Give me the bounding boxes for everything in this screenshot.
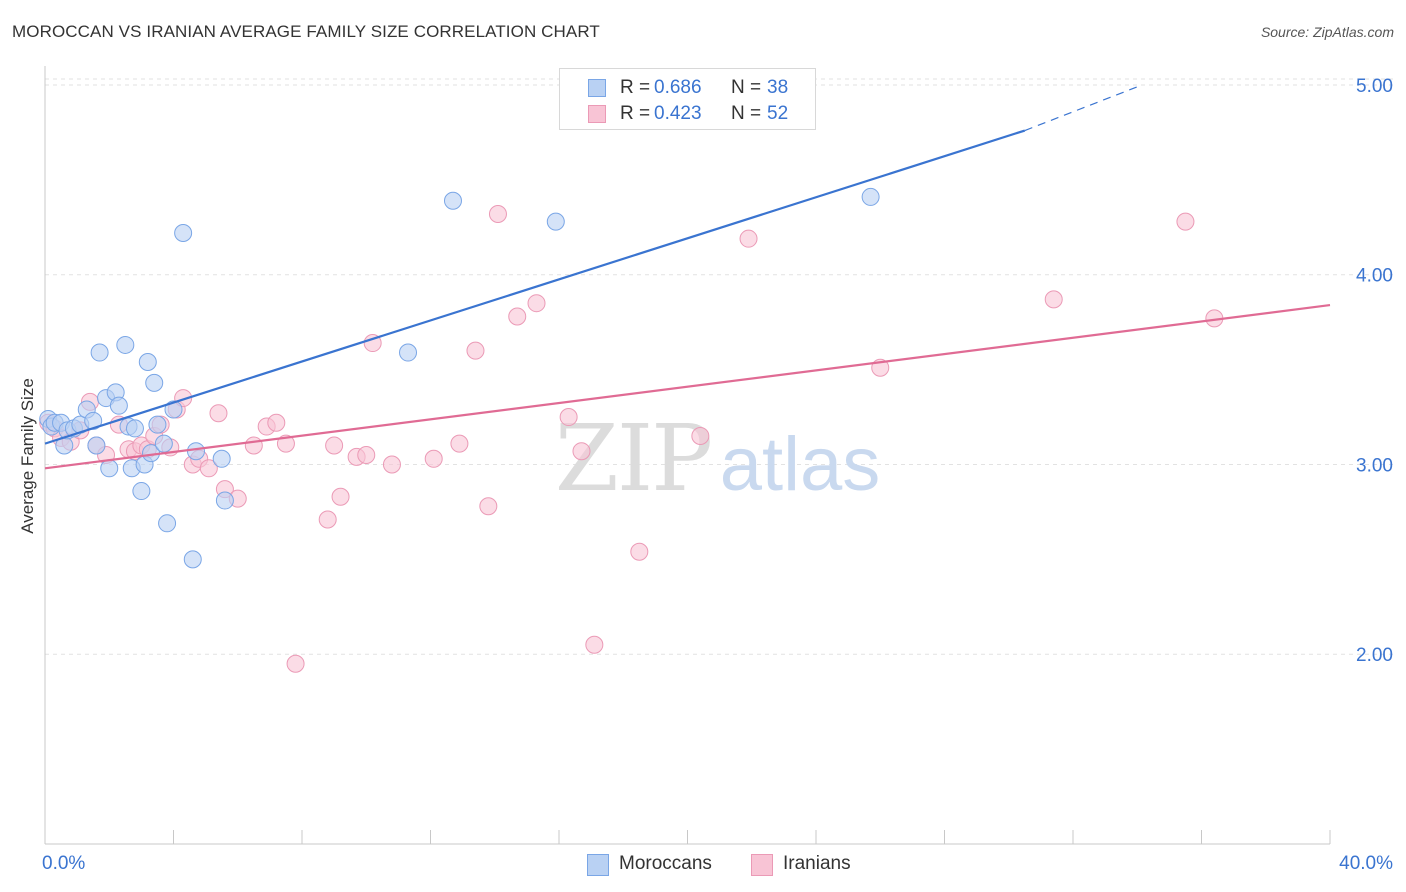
bottom-legend-swatch-moroccans [587, 854, 609, 876]
moroccan-point [154, 434, 173, 453]
moroccan-point [138, 353, 157, 372]
moroccan-point [546, 212, 565, 231]
moroccan-point [100, 459, 119, 478]
iranian-point [572, 442, 591, 461]
iranian-point [357, 446, 376, 464]
iranian-point [630, 542, 649, 561]
legend-n-value-moroccans: 38 [767, 77, 789, 98]
legend-n-label: N = [731, 103, 762, 124]
bottom-legend-label-iranians: Iranians [783, 853, 851, 874]
iranian-point [466, 341, 485, 360]
iranian-point [479, 497, 498, 516]
trend-lines [44, 86, 1331, 470]
iranian-point [739, 229, 758, 248]
iranians-points [39, 205, 1224, 673]
iranian-point [286, 654, 305, 673]
watermark: ZIP atlas [555, 405, 880, 512]
iranians-trend-line [44, 304, 1331, 470]
moroccan-point [90, 343, 109, 362]
y-tick-label: 2.00 [1356, 645, 1393, 666]
legend-r-label: R = [620, 77, 651, 98]
iranian-point [508, 307, 527, 326]
iranian-point [244, 436, 263, 455]
moroccan-point [215, 491, 234, 510]
legend-r-label: R = [620, 103, 651, 124]
y-tick-label: 3.00 [1356, 455, 1393, 476]
moroccan-point [443, 191, 462, 210]
moroccan-point [399, 343, 418, 362]
iranian-point [488, 205, 507, 224]
iranian-point [209, 404, 228, 423]
moroccan-point [186, 442, 205, 461]
iranian-point [585, 635, 604, 654]
moroccans-trend-extension [1024, 86, 1138, 132]
y-tick-label: 4.00 [1356, 266, 1393, 287]
x-tick-label: 0.0% [42, 853, 85, 874]
moroccans-trend-line [44, 129, 1026, 445]
gridlines [45, 78, 1393, 655]
iranian-point [267, 413, 286, 432]
moroccan-point [148, 415, 167, 434]
iranian-point [450, 434, 469, 453]
legend-swatch-moroccans [588, 79, 606, 97]
legend-swatch-iranians [588, 105, 606, 123]
moroccan-point [212, 449, 231, 468]
legend-n-label: N = [731, 77, 762, 98]
iranian-point [1176, 212, 1195, 231]
moroccan-point [132, 482, 151, 501]
y-tick-label: 5.00 [1356, 76, 1393, 97]
moroccan-point [145, 373, 164, 392]
moroccan-point [861, 187, 880, 206]
source-label: Source: ZipAtlas.com [1260, 24, 1394, 40]
iranian-point [559, 408, 578, 427]
iranian-point [1044, 290, 1063, 309]
bottom-legend-swatch-iranians [751, 854, 773, 876]
moroccan-point [87, 436, 106, 455]
moroccan-point [164, 400, 183, 419]
moroccan-point [125, 419, 144, 438]
legend-r-value-moroccans: 0.686 [654, 77, 702, 98]
legend-r-value-iranians: 0.423 [654, 103, 702, 124]
iranian-point [199, 459, 218, 478]
axes: 2.00 3.00 4.00 5.00 0.0% 40.0% [42, 66, 1393, 874]
moroccan-point [174, 223, 193, 242]
iranian-point [691, 427, 710, 446]
chart-title: MOROCCAN VS IRANIAN AVERAGE FAMILY SIZE … [12, 22, 600, 41]
bottom-legend-label-moroccans: Moroccans [619, 853, 712, 874]
moroccans-points [39, 187, 880, 569]
iranian-point [276, 434, 295, 453]
moroccan-point [116, 335, 135, 354]
moroccan-point [158, 514, 177, 533]
iranian-point [527, 294, 546, 313]
correlation-legend: R = 0.686 N = 38 R = 0.423 N = 52 [559, 68, 816, 130]
moroccan-point [183, 550, 202, 569]
iranian-point [424, 449, 443, 468]
legend-n-value-iranians: 52 [767, 103, 789, 124]
iranian-point [363, 334, 382, 353]
iranian-point [325, 436, 344, 455]
iranian-point [331, 487, 350, 506]
iranian-point [318, 510, 337, 529]
x-tick-label: 40.0% [1339, 853, 1393, 874]
iranian-point [382, 455, 401, 474]
moroccan-point [109, 396, 128, 415]
y-axis-label: Average Family Size [18, 378, 37, 534]
watermark-atlas: atlas [720, 422, 881, 507]
